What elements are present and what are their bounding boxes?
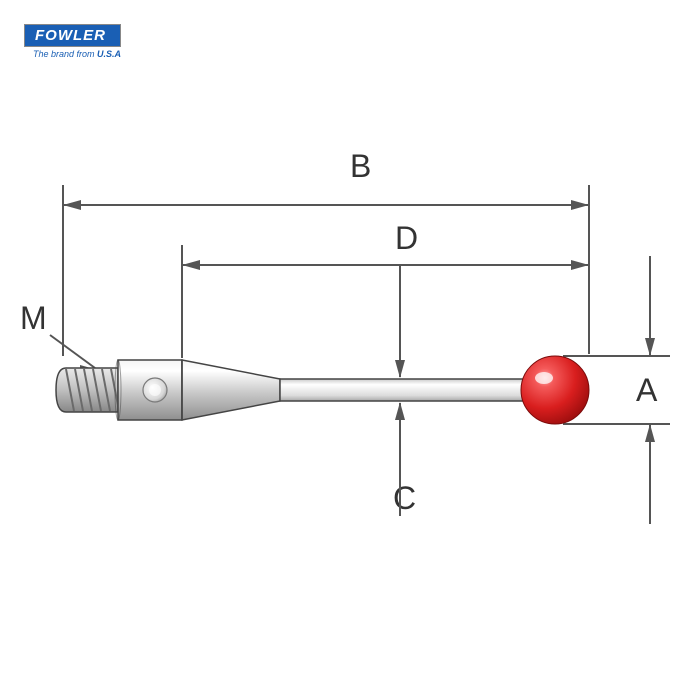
technical-drawing: [0, 0, 700, 700]
